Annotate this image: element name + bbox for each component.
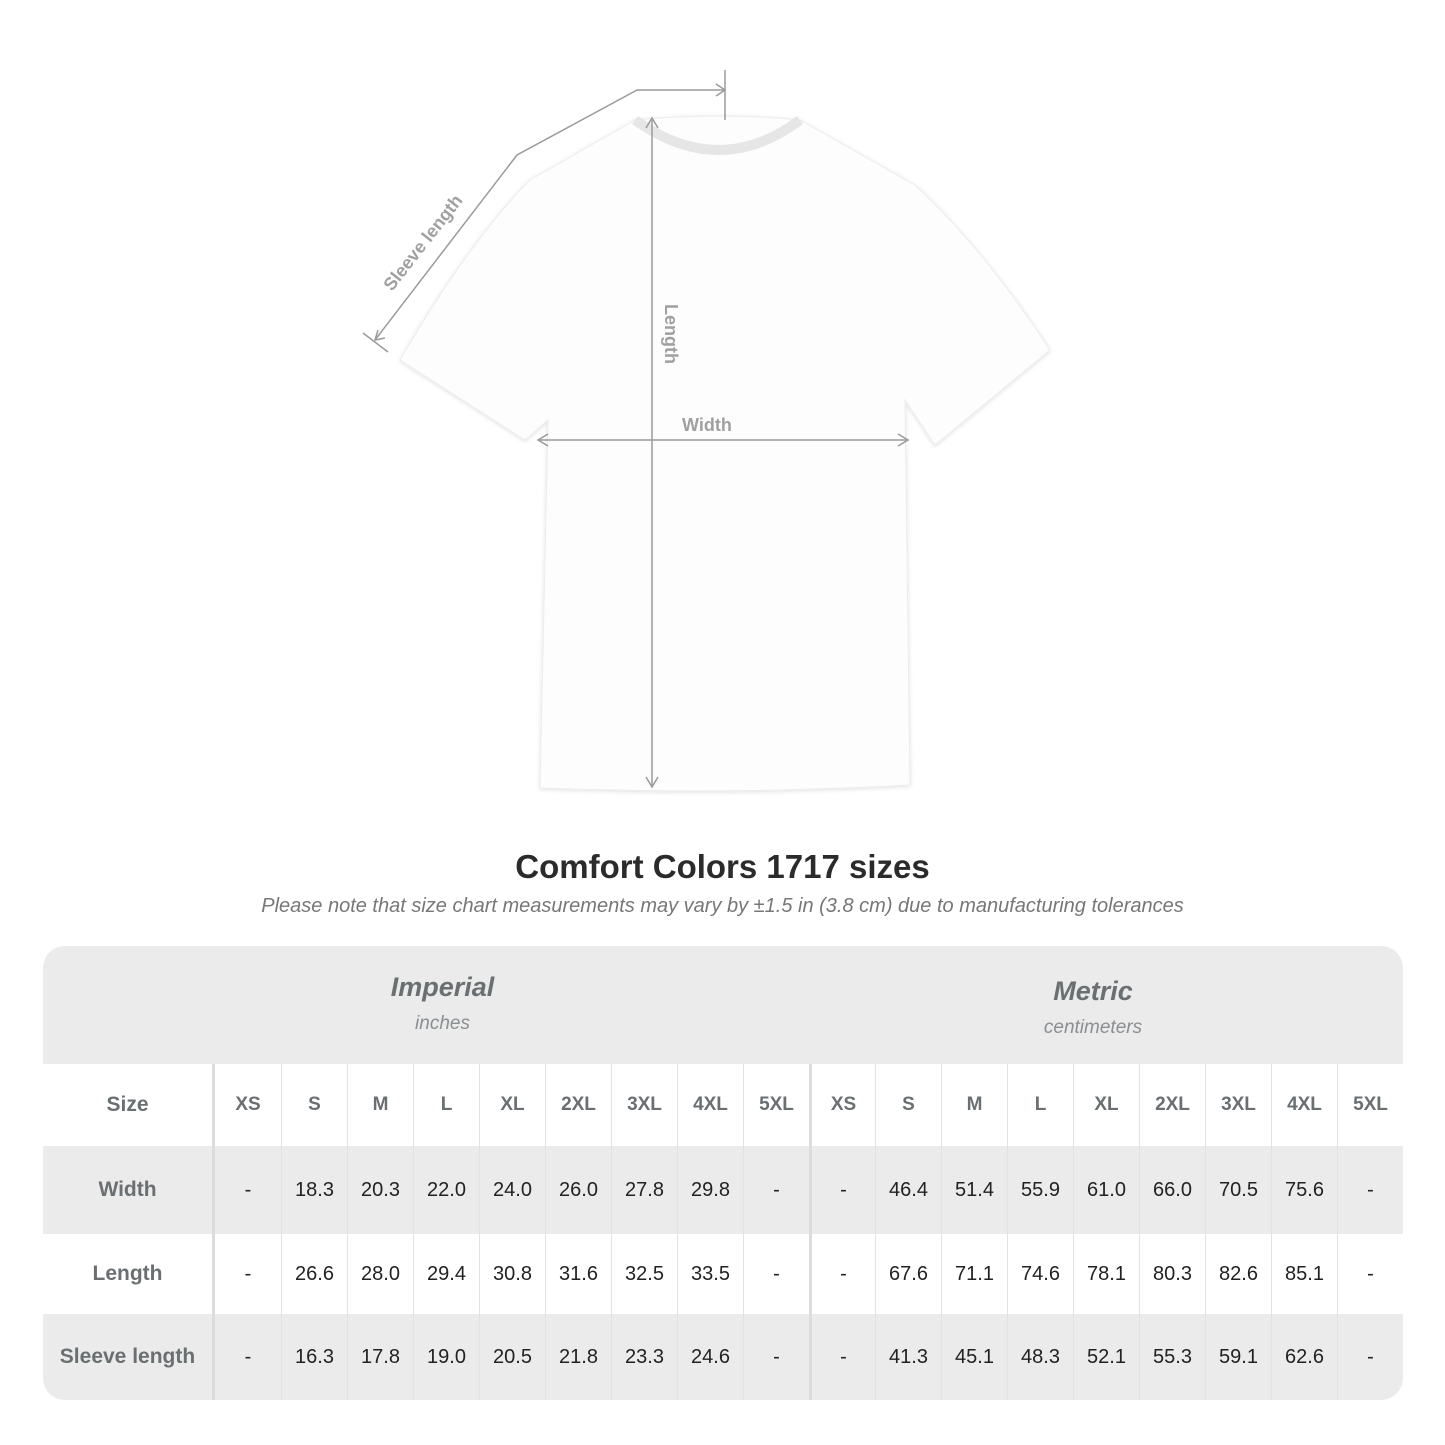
table-header: Imperial inches Metric centimeters	[43, 946, 1403, 1064]
width-label: Width	[682, 415, 732, 435]
row-label: Sleeve length	[43, 1314, 215, 1400]
size-cell: 2XL	[1139, 1064, 1205, 1146]
value-cell: 24.0	[479, 1146, 545, 1234]
size-header-row: Size XS S M L XL 2XL 3XL 4XL 5XL XS S M L XL 2XL 3XL 4XL 5…	[43, 1064, 1403, 1146]
size-cell: XL	[479, 1064, 545, 1146]
metric-unit: centimeters	[1043, 1017, 1143, 1038]
value-cell: 31.6	[545, 1234, 611, 1314]
size-cell: 4XL	[677, 1064, 743, 1146]
value-cell: 30.8	[479, 1234, 545, 1314]
value-cell: 67.6	[875, 1234, 941, 1314]
page-title: Comfort Colors 1717 sizes	[515, 848, 930, 885]
size-cell: M	[347, 1064, 413, 1146]
value-cell: 18.3	[281, 1146, 347, 1234]
value-cell: 46.4	[875, 1146, 941, 1234]
value-cell: 21.8	[545, 1314, 611, 1400]
size-cell: 3XL	[611, 1064, 677, 1146]
value-cell: -	[743, 1314, 809, 1400]
value-cell: 32.5	[611, 1234, 677, 1314]
value-cell: 55.3	[1139, 1314, 1205, 1400]
imperial-title: Imperial	[390, 972, 495, 1002]
table-row: Width -18.3 20.3 22.0 24.0 26.0 27.8 29.8- -46.4…	[43, 1146, 1403, 1234]
value-cell: -	[809, 1234, 875, 1314]
value-cell: 19.0	[413, 1314, 479, 1400]
value-cell: 26.6	[281, 1234, 347, 1314]
value-cell: 74.6	[1007, 1234, 1073, 1314]
value-cell: 22.0	[413, 1146, 479, 1234]
imperial-unit: inches	[415, 1013, 470, 1034]
value-cell: -	[1337, 1314, 1403, 1400]
value-cell: -	[1337, 1234, 1403, 1314]
value-cell: 23.3	[611, 1314, 677, 1400]
value-cell: 41.3	[875, 1314, 941, 1400]
value-cell: -	[743, 1146, 809, 1234]
value-cell: 70.5	[1205, 1146, 1271, 1234]
value-cell: 82.6	[1205, 1234, 1271, 1314]
size-cell: 5XL	[743, 1064, 809, 1146]
size-cell: 4XL	[1271, 1064, 1337, 1146]
value-cell: 48.3	[1007, 1314, 1073, 1400]
row-label: Size	[43, 1064, 215, 1146]
value-cell: -	[244, 1345, 252, 1368]
value-cell: 20.5	[479, 1314, 545, 1400]
size-cell: 3XL	[1205, 1064, 1271, 1146]
metric-title: Metric	[1053, 976, 1133, 1006]
value-cell: 85.1	[1271, 1234, 1337, 1314]
size-cell: L	[413, 1064, 479, 1146]
value-cell: 52.1	[1073, 1314, 1139, 1400]
size-cell: L	[1007, 1064, 1073, 1146]
value-cell: 75.6	[1271, 1146, 1337, 1234]
value-cell: -	[244, 1262, 252, 1285]
value-cell: 33.5	[677, 1234, 743, 1314]
value-cell: -	[1337, 1146, 1403, 1234]
value-cell: 59.1	[1205, 1314, 1271, 1400]
value-cell: 24.6	[677, 1314, 743, 1400]
size-cell: 5XL	[1337, 1064, 1403, 1146]
value-cell: 27.8	[611, 1146, 677, 1234]
size-cell: XL	[1073, 1064, 1139, 1146]
measure-lines	[362, 70, 910, 789]
table-row: Sleeve length - 16.3 17.8 19.0 20.5 21.8 23.3 24…	[43, 1314, 1403, 1400]
size-cell: S	[281, 1064, 347, 1146]
value-cell: 55.9	[1007, 1146, 1073, 1234]
tshirt-shape	[399, 115, 1051, 792]
size-table: Imperial inches Metric centimeters Size X…	[43, 946, 1403, 1400]
value-cell: 62.6	[1271, 1314, 1337, 1400]
size-cell: M	[941, 1064, 1007, 1146]
value-cell: 28.0	[347, 1234, 413, 1314]
tolerance-note: Please note that size chart measurements…	[261, 895, 1184, 917]
value-cell: 66.0	[1139, 1146, 1205, 1234]
size-cell: S	[875, 1064, 941, 1146]
value-cell: -	[244, 1178, 252, 1201]
size-cell: XS	[809, 1064, 875, 1146]
value-cell: -	[809, 1314, 875, 1400]
imperial-group: Imperial inches	[215, 972, 670, 1035]
size-cell: 2XL	[545, 1064, 611, 1146]
value-cell: 45.1	[941, 1314, 1007, 1400]
value-cell: 29.8	[677, 1146, 743, 1234]
value-cell: -	[809, 1146, 875, 1234]
value-cell: 29.4	[413, 1234, 479, 1314]
value-cell: 78.1	[1073, 1234, 1139, 1314]
value-cell: -	[743, 1234, 809, 1314]
value-cell: 16.3	[281, 1314, 347, 1400]
value-cell: 26.0	[545, 1146, 611, 1234]
value-cell: 17.8	[347, 1314, 413, 1400]
length-label: Length	[661, 304, 681, 364]
metric-group: Metric centimeters	[863, 976, 1323, 1039]
value-cell: 20.3	[347, 1146, 413, 1234]
row-label: Length	[43, 1234, 215, 1314]
value-cell: 51.4	[941, 1146, 1007, 1234]
row-label: Width	[43, 1146, 215, 1234]
value-cell: 80.3	[1139, 1234, 1205, 1314]
tshirt-diagram: Sleeve length Length Width	[362, 70, 1051, 792]
size-cell: XS	[235, 1094, 261, 1115]
table-row: Length -26.6 28.0 29.4 30.8 31.6 32.5 33.5- -67.…	[43, 1234, 1403, 1314]
value-cell: 71.1	[941, 1234, 1007, 1314]
value-cell: 61.0	[1073, 1146, 1139, 1234]
